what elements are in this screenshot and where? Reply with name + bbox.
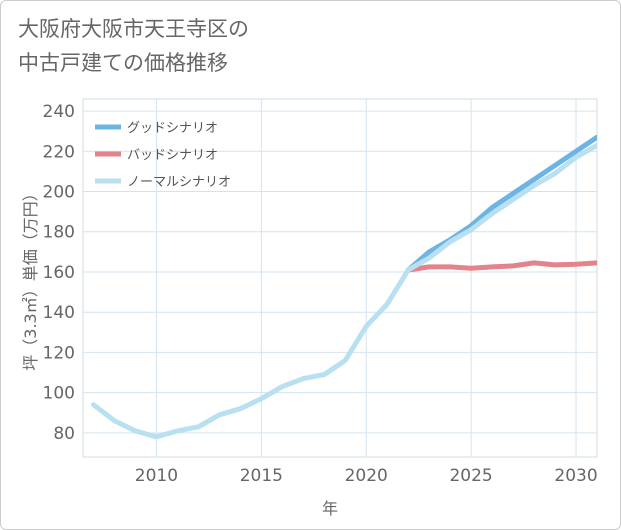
chart-title-line-2: 中古戸建ての価格推移: [18, 51, 228, 75]
y-tick-label: 80: [53, 424, 75, 444]
chart-title: 大阪府大阪市天王寺区の 中古戸建ての価格推移: [18, 12, 249, 80]
series-line-good: [405, 134, 597, 273]
legend-label: バッドシナリオ: [127, 148, 218, 163]
series-group: [91, 134, 597, 440]
legend-label: ノーマルシナリオ: [127, 175, 231, 190]
x-tick-label: 2025: [449, 466, 492, 486]
x-axis-label: 年: [322, 499, 338, 518]
y-tick-label: 160: [43, 263, 75, 283]
x-tick-label: 2015: [240, 466, 283, 486]
y-tick-label: 120: [43, 343, 75, 363]
x-tick-label: 2030: [554, 466, 597, 486]
x-tick-label: 2010: [135, 466, 178, 486]
y-tick-label: 180: [43, 223, 75, 243]
plot-area: [82, 98, 598, 458]
y-tick-label: 240: [43, 102, 75, 122]
series-line-normal: [91, 142, 597, 440]
y-tick-label: 200: [43, 183, 75, 203]
y-tick-label: 140: [43, 303, 75, 323]
y-tick-label: 100: [43, 384, 75, 404]
legend-label: グッドシナリオ: [127, 121, 218, 136]
chart-title-line-1: 大阪府大阪市天王寺区の: [18, 17, 249, 41]
y-tick-label: 220: [43, 142, 75, 162]
series-line-bad: [405, 260, 597, 273]
y-axis-label: 坪（3.3㎡）単価（万円）: [21, 185, 40, 370]
x-tick-label: 2020: [345, 466, 388, 486]
